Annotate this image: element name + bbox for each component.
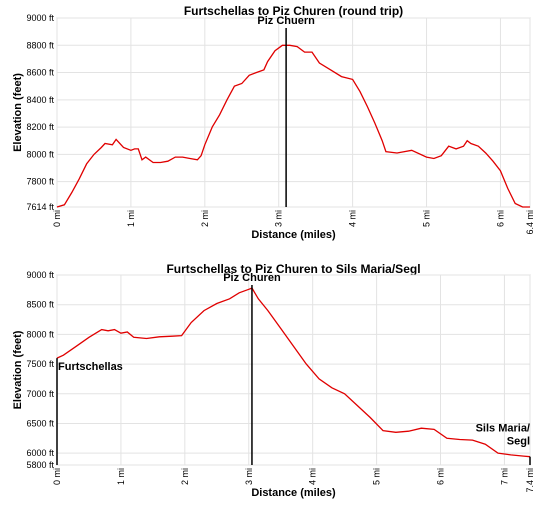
y-tick-label: 9000 ft bbox=[26, 13, 54, 23]
chart-title: Furtschellas to Piz Churen (round trip) bbox=[184, 4, 403, 18]
y-tick-label: 5800 ft bbox=[26, 460, 54, 470]
plot-area bbox=[56, 274, 531, 466]
elevation-line bbox=[56, 44, 530, 208]
annotation-label: Furtschellas bbox=[58, 361, 123, 373]
x-tick-label: 3 mi bbox=[274, 210, 284, 227]
annotation-label: Piz Chuern bbox=[257, 15, 315, 27]
annotation-label: Sils Maria/ bbox=[476, 423, 530, 435]
x-tick-label: 5 mi bbox=[372, 468, 382, 485]
x-tick-label: 7.4 mi bbox=[525, 468, 535, 493]
x-tick-label: 6.4 mi bbox=[525, 210, 535, 235]
x-tick-label: 7 mi bbox=[499, 468, 509, 485]
y-tick-label: 8800 ft bbox=[26, 40, 54, 50]
annotation-label: Piz Churen bbox=[223, 272, 281, 284]
y-tick-label: 8000 ft bbox=[26, 329, 54, 339]
x-tick-label: 4 mi bbox=[308, 468, 318, 485]
annotation-label: Segl bbox=[507, 436, 530, 448]
x-tick-label: 1 mi bbox=[126, 210, 136, 227]
y-tick-label: 6500 ft bbox=[26, 418, 54, 428]
elevation-line bbox=[56, 287, 531, 458]
x-tick-label: 3 mi bbox=[244, 468, 254, 485]
y-tick-label: 9000 ft bbox=[26, 270, 54, 280]
x-tick-label: 2 mi bbox=[180, 468, 190, 485]
y-tick-label: 8000 ft bbox=[26, 149, 54, 159]
y-axis-title: Elevation (feet) bbox=[12, 73, 24, 152]
y-axis-title: Elevation (feet) bbox=[12, 330, 24, 409]
y-tick-label: 8500 ft bbox=[26, 300, 54, 310]
x-tick-label: 6 mi bbox=[436, 468, 446, 485]
y-tick-label: 8400 ft bbox=[26, 95, 54, 105]
x-tick-label: 5 mi bbox=[422, 210, 432, 227]
x-axis-title: Distance (miles) bbox=[251, 487, 336, 499]
y-tick-label: 7800 ft bbox=[26, 177, 54, 187]
x-tick-label: 0 mi bbox=[52, 210, 62, 227]
y-tick-label: 8200 ft bbox=[26, 122, 54, 132]
x-axis-title: Distance (miles) bbox=[251, 229, 336, 241]
chart-title: Furtschellas to Piz Churen to Sils Maria… bbox=[166, 262, 420, 276]
y-tick-label: 7500 ft bbox=[26, 359, 54, 369]
y-tick-label: 7000 ft bbox=[26, 389, 54, 399]
x-tick-label: 2 mi bbox=[200, 210, 210, 227]
y-tick-label: 7614 ft bbox=[26, 202, 54, 212]
x-tick-label: 1 mi bbox=[116, 468, 126, 485]
x-tick-label: 6 mi bbox=[495, 210, 505, 227]
y-tick-label: 8600 ft bbox=[26, 68, 54, 78]
x-tick-label: 0 mi bbox=[52, 468, 62, 485]
y-tick-label: 6000 ft bbox=[26, 448, 54, 458]
x-tick-label: 4 mi bbox=[348, 210, 358, 227]
